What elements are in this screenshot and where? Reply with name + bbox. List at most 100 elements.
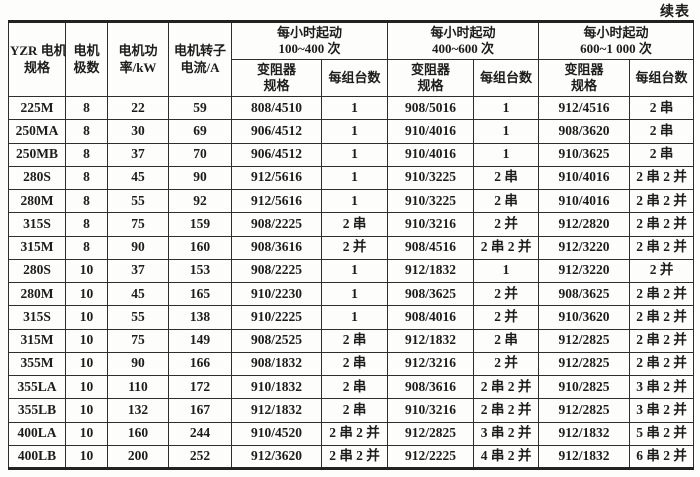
table-cell: 2 串 — [320, 351, 389, 377]
table-cell: 10 — [65, 351, 108, 377]
header-power: 电机功 率/kW — [107, 21, 169, 97]
table-cell: 45 — [107, 281, 169, 307]
table-cell: 908/2525 — [231, 328, 322, 353]
table-cell: 908/3620 — [538, 119, 631, 144]
table-cell: 912/2825 — [387, 421, 475, 446]
table-cell: 138 — [168, 305, 232, 330]
table-cell: 2 串 — [320, 212, 389, 237]
header-units-per-group-1: 每组台数 — [320, 59, 389, 97]
table-cell: 2 串 2 并 — [473, 398, 540, 423]
table-cell: 1 — [320, 119, 389, 144]
table-cell: 912/3216 — [387, 351, 475, 377]
table-cell: 22 — [107, 95, 169, 121]
header-group-1-line2: 400~600 次 — [432, 41, 495, 56]
table-cell: 280S — [8, 258, 66, 284]
table-cell: 1 — [320, 305, 389, 330]
table-cell: 1 — [473, 119, 540, 144]
table-cell: 2 并 — [629, 258, 695, 284]
table-cell: 8 — [65, 165, 108, 191]
table-cell: 153 — [168, 258, 232, 284]
header-power-line1: 电机功 — [118, 43, 158, 59]
table-cell: 37 — [107, 258, 169, 284]
header-units-per-group-2: 每组台数 — [473, 59, 540, 97]
table-cell: 2 串 — [629, 95, 695, 121]
table-cell: 90 — [168, 165, 232, 191]
header-pole-count-line1: 电机 — [73, 43, 100, 59]
table-cell: 252 — [168, 444, 232, 470]
table-cell: 250MA — [8, 119, 66, 144]
header-group-starts-600-1000: 每小时起动 600~1 000 次 — [538, 21, 695, 60]
table-cell: 912/2820 — [538, 212, 631, 237]
table-cell: 2 并 — [320, 235, 389, 260]
header-rheostat-spec-1: 变阻器 规格 — [231, 59, 322, 97]
table-cell: 912/3220 — [538, 235, 631, 260]
header-group-starts-400-600: 每小时起动 400~600 次 — [387, 21, 540, 60]
table-cell: 4 串 2 并 — [473, 444, 540, 470]
table-cell: 908/3616 — [231, 235, 322, 260]
table-cell: 355LA — [8, 374, 66, 400]
table-cell: 912/3220 — [538, 258, 631, 284]
table-cell: 10 — [65, 258, 108, 284]
table-cell: 2 串 2 并 — [629, 351, 695, 377]
table-cell: 912/1832 — [387, 328, 475, 353]
table-cell: 8 — [65, 212, 108, 237]
table-cell: 908/4516 — [387, 235, 475, 260]
table-cell: 59 — [168, 95, 232, 121]
table-row: 280M 8 55 92 912/5616 1 910/3225 2 串 910/4016 2 串… — [8, 188, 695, 214]
table-cell: 1 — [320, 188, 389, 214]
header-power-line2: 率/kW — [119, 59, 157, 75]
table-row: 400LA 10 160 244 910/4520 2 串 2 并 912/2825 3 串 … — [8, 421, 695, 446]
table-cell: 159 — [168, 212, 232, 237]
table-cell: 910/3225 — [387, 165, 475, 191]
table-cell: 908/3625 — [387, 281, 475, 307]
header-rheostat-3-line1: 变阻器 — [564, 61, 604, 77]
table-cell: 912/1832 — [387, 258, 475, 284]
table-cell: 912/2825 — [538, 398, 631, 423]
table-cell: 8 — [65, 235, 108, 260]
table-cell: 1 — [473, 95, 540, 121]
table-cell: 908/5016 — [387, 95, 475, 121]
table-cell: 2 串 — [320, 328, 389, 353]
table-cell: 315M — [8, 328, 66, 353]
header-rheostat-1-line2: 规格 — [263, 78, 290, 93]
header-rheostat-2-line1: 变阻器 — [411, 61, 451, 77]
table-cell: 250MB — [8, 142, 66, 167]
header-group-0-line1: 每小时起动 — [277, 24, 343, 40]
table-cell: 3 串 2 并 — [629, 398, 695, 423]
header-rheostat-2-line2: 规格 — [417, 78, 444, 93]
table-cell: 910/2225 — [231, 305, 322, 330]
table-cell: 90 — [107, 351, 169, 377]
header-rotor-current-line2: 电流/A — [180, 59, 220, 75]
table-cell: 908/1832 — [231, 351, 322, 377]
table-row: 400LB 10 200 252 912/3620 2 串 2 并 912/2225 4 串 … — [8, 444, 695, 470]
table-cell: 2 串 — [629, 142, 695, 167]
table-cell: 8 — [65, 119, 108, 144]
table-cell: 910/1832 — [231, 374, 322, 400]
table-cell: 912/2225 — [387, 444, 475, 470]
table-cell: 2 串 — [473, 165, 540, 191]
header-rotor-current-line1: 电机转子 — [173, 43, 226, 59]
table-cell: 200 — [107, 444, 169, 470]
table-cell: 912/2825 — [538, 351, 631, 377]
table-cell: 165 — [168, 281, 232, 307]
header-units-per-group-3: 每组台数 — [629, 59, 695, 97]
table-cell: 75 — [107, 212, 169, 237]
header-sub-row: 变阻器 规格 每组台数 变阻器 规格 每组台数 变阻器 规格 每组台数 — [9, 59, 695, 97]
table-cell: 2 并 — [473, 351, 540, 377]
table-row: 280M 10 45 165 910/2230 1 908/3625 2 并 908/3625 2… — [8, 281, 695, 307]
table-cell: 149 — [168, 328, 232, 353]
table-cell: 910/3625 — [538, 142, 631, 167]
table-cell: 1 — [320, 142, 389, 167]
table-cell: 2 串 — [320, 398, 389, 423]
table-cell: 910/3216 — [387, 212, 475, 237]
table-cell: 45 — [107, 165, 169, 191]
table-cell: 910/4016 — [387, 119, 475, 144]
table-cell: 908/3625 — [538, 281, 631, 307]
header-group-2-line2: 600~1 000 次 — [580, 41, 652, 56]
table-cell: 355M — [8, 351, 66, 377]
table-cell: 70 — [168, 142, 232, 167]
table-cell: 910/4016 — [387, 142, 475, 167]
table-cell: 906/4512 — [231, 142, 322, 167]
table-cell: 1 — [320, 258, 389, 284]
table-cell: 30 — [107, 119, 169, 144]
